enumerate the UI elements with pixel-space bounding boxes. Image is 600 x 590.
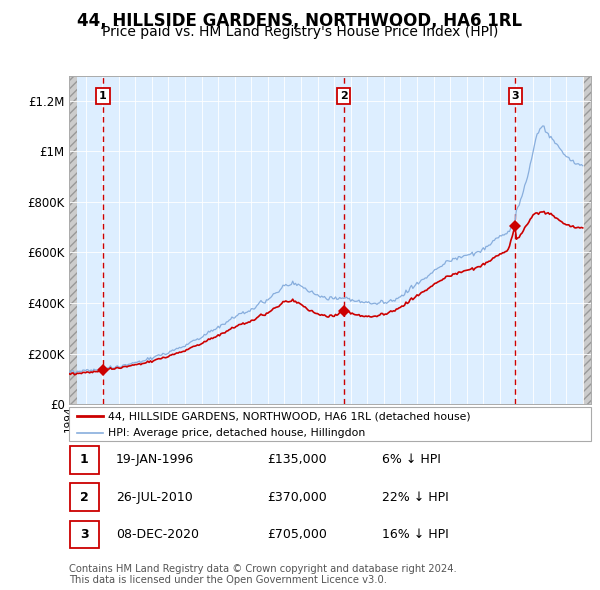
Text: 1: 1 [99,91,107,101]
Text: £705,000: £705,000 [268,527,327,541]
Text: 6% ↓ HPI: 6% ↓ HPI [382,453,441,467]
Text: 2: 2 [340,91,347,101]
Text: Contains HM Land Registry data © Crown copyright and database right 2024.
This d: Contains HM Land Registry data © Crown c… [69,563,457,585]
FancyBboxPatch shape [70,483,99,511]
Text: £370,000: £370,000 [268,490,327,504]
Text: Price paid vs. HM Land Registry's House Price Index (HPI): Price paid vs. HM Land Registry's House … [102,25,498,39]
Text: 44, HILLSIDE GARDENS, NORTHWOOD, HA6 1RL (detached house): 44, HILLSIDE GARDENS, NORTHWOOD, HA6 1RL… [108,411,471,421]
Bar [583,76,591,404]
Text: 44, HILLSIDE GARDENS, NORTHWOOD, HA6 1RL: 44, HILLSIDE GARDENS, NORTHWOOD, HA6 1RL [77,12,523,30]
Text: 1: 1 [80,453,89,467]
Text: £135,000: £135,000 [268,453,327,467]
FancyBboxPatch shape [70,446,99,474]
Bar [69,76,77,404]
Text: 3: 3 [512,91,519,101]
FancyBboxPatch shape [70,520,99,548]
Text: 3: 3 [80,527,88,541]
FancyBboxPatch shape [69,407,591,441]
Text: 26-JUL-2010: 26-JUL-2010 [116,490,193,504]
Text: 22% ↓ HPI: 22% ↓ HPI [382,490,449,504]
Text: 19-JAN-1996: 19-JAN-1996 [116,453,194,467]
Text: 2: 2 [80,490,89,504]
Text: HPI: Average price, detached house, Hillingdon: HPI: Average price, detached house, Hill… [108,428,365,438]
Text: 16% ↓ HPI: 16% ↓ HPI [382,527,449,541]
Text: 08-DEC-2020: 08-DEC-2020 [116,527,199,541]
